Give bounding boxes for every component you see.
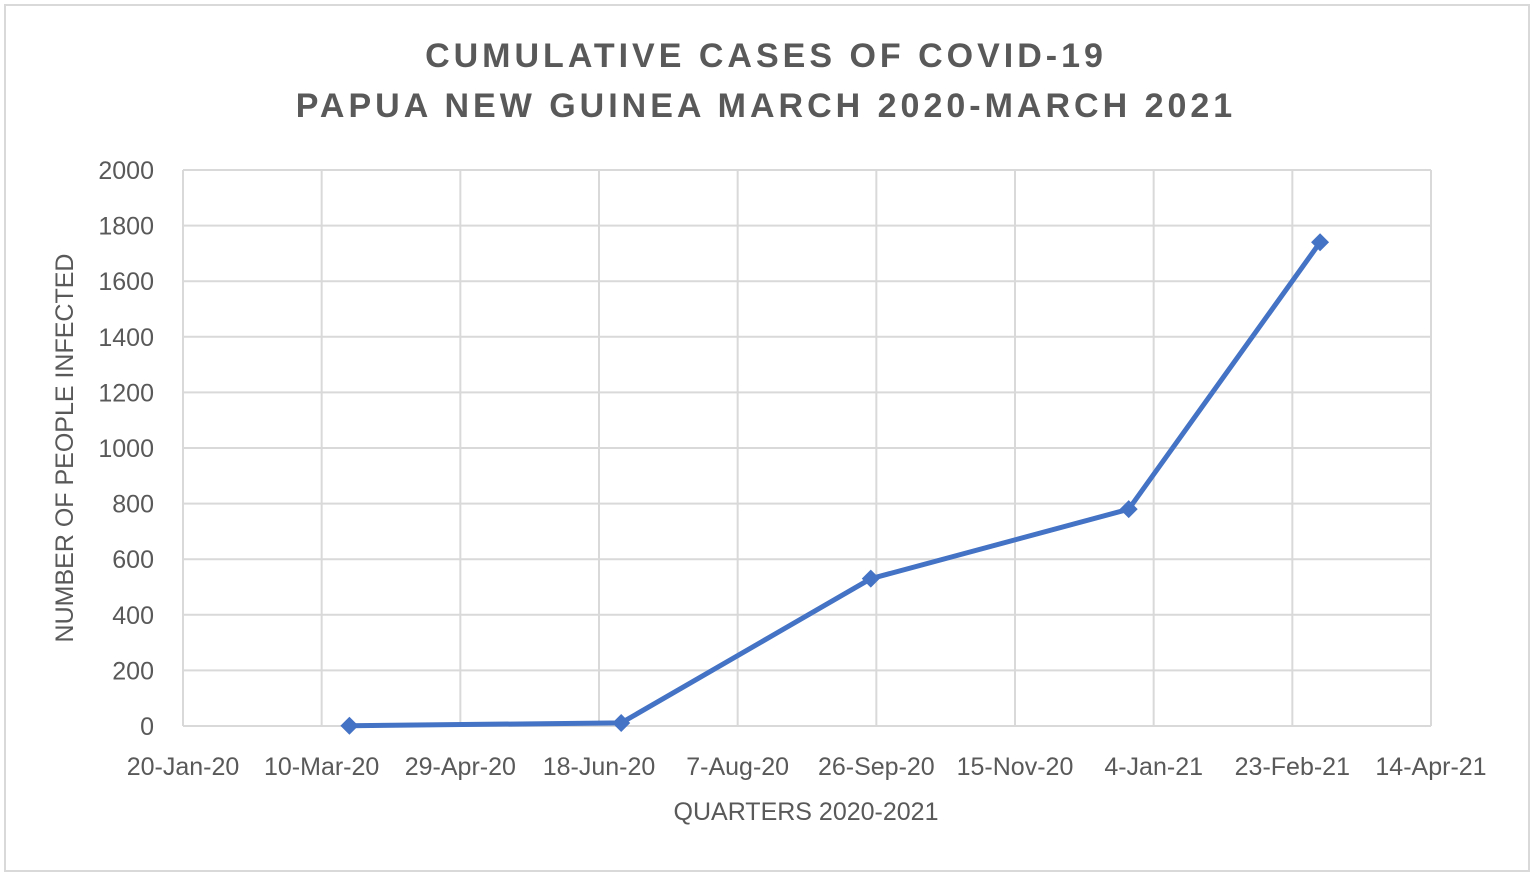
y-tick-label: 600 xyxy=(112,546,154,574)
y-tick-label: 1600 xyxy=(98,268,154,296)
data-point-marker xyxy=(861,569,880,588)
series-line xyxy=(346,239,1323,729)
y-tick-label: 1400 xyxy=(98,324,154,352)
data-point-marker xyxy=(1119,500,1138,519)
y-tick-label: 1800 xyxy=(98,213,154,241)
chart-frame xyxy=(4,4,1530,872)
y-tick-label: 2000 xyxy=(98,157,154,185)
data-point-marker xyxy=(340,716,359,735)
x-tick-label: 14-Apr-21 xyxy=(1375,753,1486,781)
y-tick-label: 800 xyxy=(112,491,154,519)
chart-title-line-2: PAPUA NEW GUINEA MARCH 2020-MARCH 2021 xyxy=(296,87,1236,125)
series-cases xyxy=(340,233,1330,735)
x-tick-label: 26-Sep-20 xyxy=(818,753,935,781)
gridlines xyxy=(182,169,1432,727)
chart-title-line-1: CUMULATIVE CASES OF COVID-19 xyxy=(425,37,1107,75)
x-axis-label: QUARTERS 2020-2021 xyxy=(674,798,939,826)
y-axis-tick-labels: 0 200 400 600 800 1000 1200 1400 1600 1800 2000 xyxy=(98,157,154,741)
y-tick-label: 400 xyxy=(112,602,154,630)
x-tick-label: 29-Apr-20 xyxy=(405,753,516,781)
x-tick-label: 4-Jan-21 xyxy=(1104,753,1203,781)
x-tick-label: 15-Nov-20 xyxy=(957,753,1074,781)
y-tick-label: 0 xyxy=(140,713,154,741)
x-tick-label: 10-Mar-20 xyxy=(264,753,379,781)
x-tick-label: 18-Jun-20 xyxy=(543,753,656,781)
x-tick-label: 7-Aug-20 xyxy=(686,753,789,781)
data-point-marker xyxy=(612,713,631,732)
data-point-marker xyxy=(1311,233,1330,252)
x-axis-tick-labels: 20-Jan-20 10-Mar-20 29-Apr-20 18-Jun-20 7-Au… xyxy=(127,753,1487,781)
x-tick-label: 20-Jan-20 xyxy=(127,753,240,781)
y-tick-label: 1200 xyxy=(98,379,154,407)
y-axis-label: NUMBER OF PEOPLE INFECTED xyxy=(51,254,79,643)
x-tick-label: 23-Feb-21 xyxy=(1235,753,1350,781)
chart-title: CUMULATIVE CASES OF COVID-19 PAPUA NEW G… xyxy=(296,37,1236,125)
y-tick-label: 1000 xyxy=(98,435,154,463)
y-tick-label: 200 xyxy=(112,657,154,685)
